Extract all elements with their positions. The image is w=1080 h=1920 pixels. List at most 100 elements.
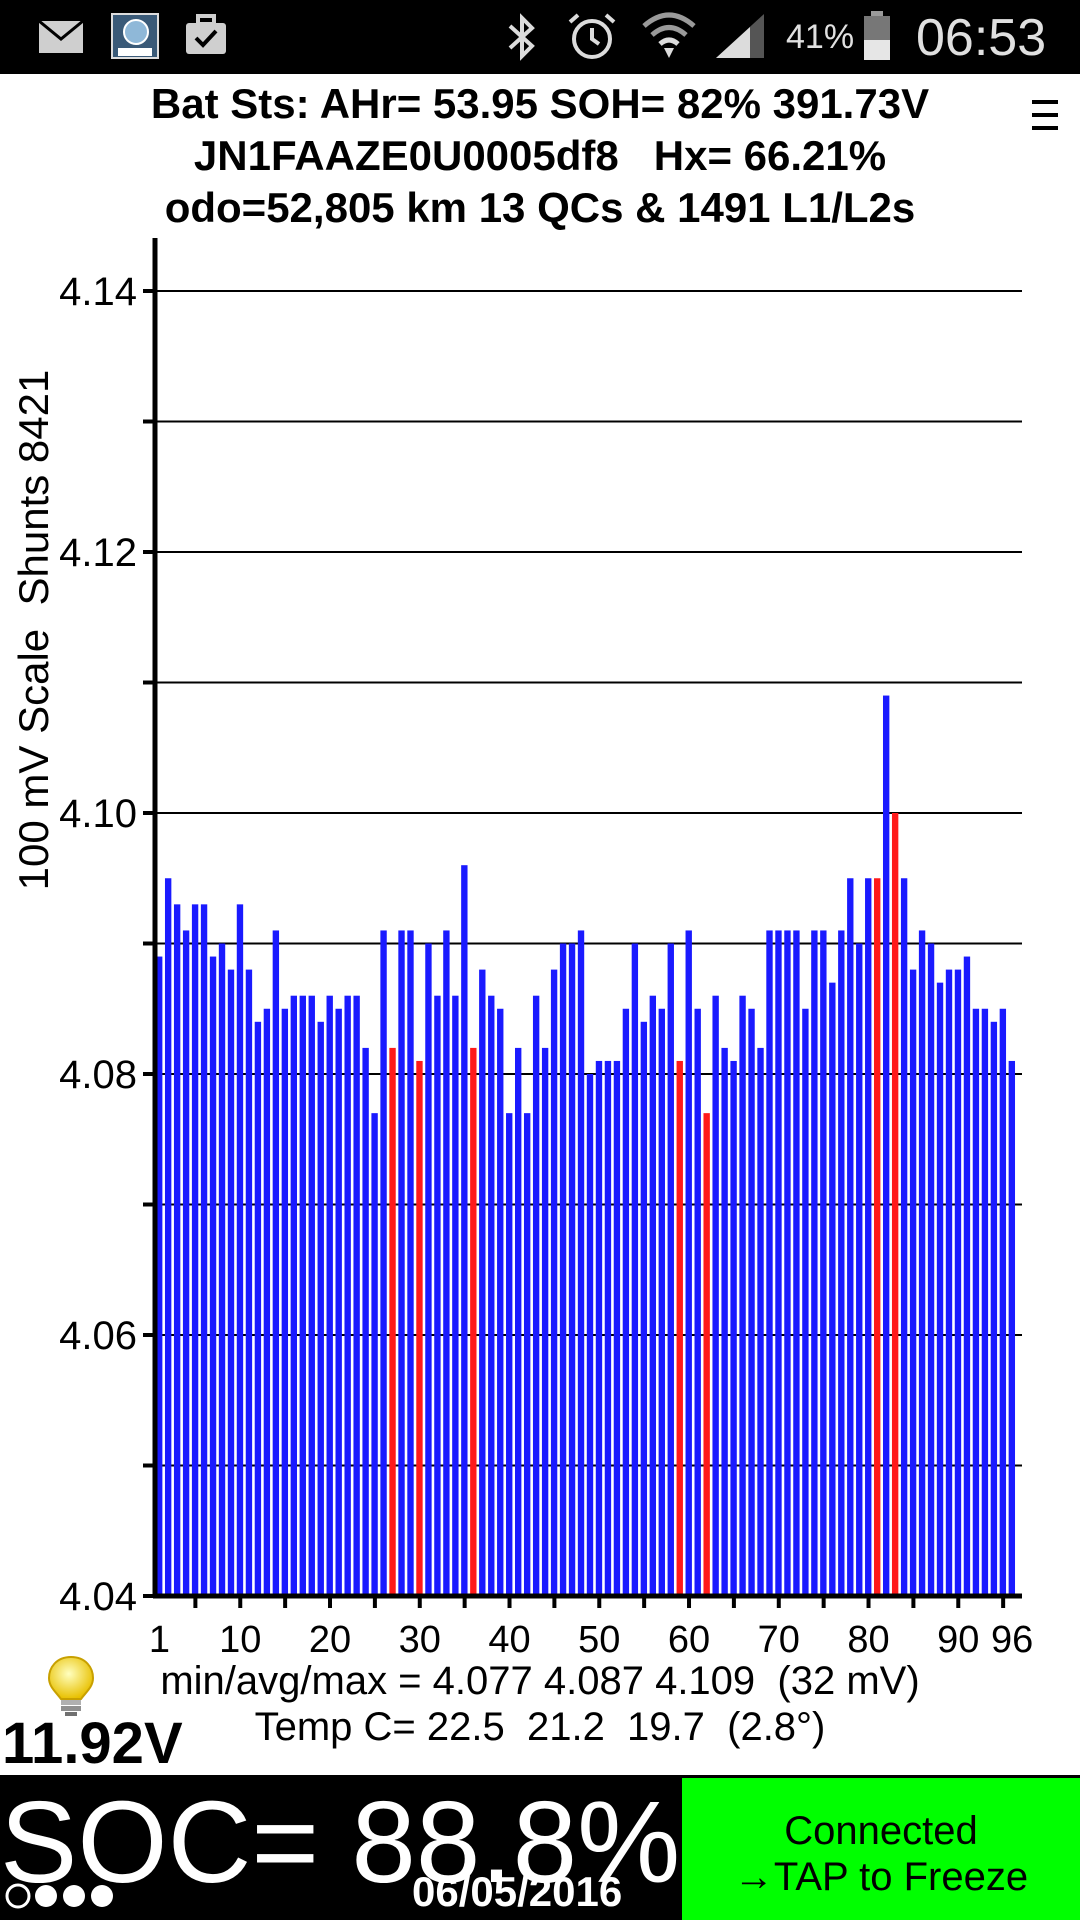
bar-cell-72 [793,930,800,1596]
bar-cell-16 [290,995,298,1596]
briefcase-icon [186,14,226,54]
bar-cell-68 [757,1047,764,1596]
bar-cell-64 [721,1047,728,1596]
y-tick-label: 4.12 [59,531,137,575]
bar-cell-83 [891,813,899,1596]
bar-cell-39 [497,1008,504,1596]
bar-cell-22 [344,995,351,1596]
alarm-icon [568,13,616,59]
bar-cell-90 [954,969,962,1596]
bar-cell-43 [532,995,540,1596]
cell-voltage-chart[interactable]: 4.14 4.12 4.10 4.08 4.06 4.04 1 10 20 30 40 50 60 70 8… [0,225,1080,1665]
bar-cell-6 [200,904,208,1596]
connected-button[interactable]: Connected →TAP to Freeze [682,1778,1080,1920]
y-tick-label: 4.06 [59,1314,137,1358]
x-tick-label: 96 [991,1619,1033,1661]
bar-cell-61 [694,1008,701,1596]
stats-panel: min/avg/max = 4.077 4.087 4.109 (32 mV) … [0,1658,1080,1750]
temp-stats: Temp C= 22.5 21.2 19.7 (2.8°) [254,1705,826,1749]
bar-cell-82 [882,695,890,1596]
bar-cell-8 [218,943,226,1596]
bar-cell-94 [990,1021,998,1596]
battery-percent: 41% [786,18,855,56]
app-icon [111,13,159,59]
bar-cell-47 [568,943,576,1596]
clock-time: 06:53 [916,9,1047,67]
bar-cell-93 [981,1008,989,1596]
bar-cell-76 [829,982,836,1596]
bar-cell-20 [326,995,333,1596]
bar-cell-5 [191,904,199,1596]
bar-cell-44 [541,1047,549,1596]
bar-cell-74 [811,930,818,1596]
bar-cell-62 [703,1113,710,1596]
y-tick-label: 4.04 [59,1575,137,1619]
bulb-icon[interactable] [46,1655,96,1717]
bar-cell-28 [398,930,405,1596]
bar-cell-10 [236,904,244,1596]
bar-cell-91 [963,956,971,1596]
bar-cell-46 [559,943,567,1596]
dots-icon [5,1883,113,1909]
bar-cell-75 [820,930,827,1596]
bar-cell-50 [595,1060,603,1596]
bar-cell-80 [865,878,872,1596]
y-tick-label: 4.08 [59,1053,137,1097]
aux-battery-voltage: 11.92V [2,1711,183,1776]
x-tick-label: 1 [149,1619,170,1661]
bar-cell-36 [470,1047,477,1596]
bar-cell-45 [550,969,558,1596]
bar-cell-48 [577,930,585,1596]
bar-cell-60 [685,930,692,1596]
bar-cell-52 [613,1060,621,1596]
status-bar: 41% 06:53 [0,0,1080,74]
bar-cell-66 [739,995,746,1596]
bar-cell-73 [802,1008,809,1596]
y-tick-label: 4.10 [59,792,137,836]
bar-cell-12 [254,1021,262,1596]
y-axis-title: 100 mV Scale Shunts 8421 [10,369,57,891]
bar-cell-87 [927,943,935,1596]
bar-cell-86 [918,930,926,1596]
x-tick-label: 80 [847,1619,889,1661]
bar-cell-54 [631,943,639,1596]
bar-cell-56 [649,995,657,1596]
bar-cell-30 [416,1060,423,1596]
x-tick-label: 90 [937,1619,979,1661]
bar-cell-21 [335,1008,342,1596]
bar-cell-57 [658,1008,665,1596]
bar-cell-79 [856,943,863,1596]
bar-cell-81 [874,878,881,1596]
bar-cell-41 [515,1047,522,1596]
bar-cell-24 [362,1047,369,1596]
bar-cell-35 [461,865,468,1596]
bar-cell-77 [838,930,845,1596]
bar-cell-15 [281,1008,289,1596]
x-tick-label: 10 [219,1619,261,1661]
bar-cell-18 [308,995,315,1596]
date-label: 06/05/2016 [412,1868,623,1915]
soc-readout: SOC= 88.8% [0,1777,681,1907]
bar-cell-69 [766,930,773,1596]
bar-cell-13 [263,1008,271,1596]
bar-cell-49 [586,1074,594,1596]
bluetooth-icon [508,13,535,61]
battery-icon [864,11,890,60]
bar-cell-11 [245,969,253,1596]
bar-cell-29 [407,930,414,1596]
bar-cell-1 [156,956,163,1596]
mail-icon [38,20,84,53]
x-tick-label: 70 [758,1619,800,1661]
bar-cell-84 [900,878,908,1596]
bar-cell-37 [479,969,486,1596]
menu-icon[interactable] [1032,98,1058,132]
bar-cell-96 [1008,1060,1016,1596]
bar-cell-40 [506,1113,513,1596]
signal-icon [716,14,764,58]
bar-cell-17 [299,995,306,1596]
bar-cell-89 [945,969,953,1596]
bar-cell-3 [173,904,181,1596]
bar-cell-65 [730,1060,737,1596]
header-line-1: Bat Sts: AHr= 53.95 SOH= 82% 391.73V [150,80,930,127]
bar-cell-7 [209,956,217,1596]
